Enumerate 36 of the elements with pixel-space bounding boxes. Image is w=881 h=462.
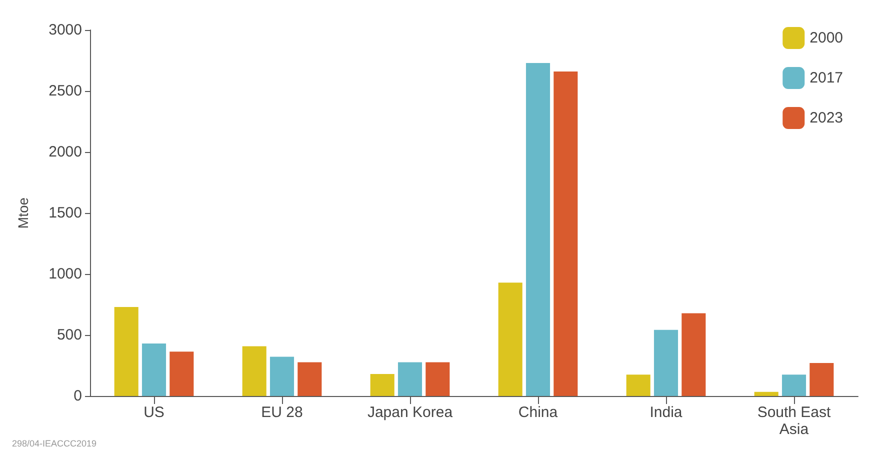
bar xyxy=(498,282,522,396)
bar xyxy=(754,392,778,396)
x-tick-label: US xyxy=(144,404,164,421)
bar xyxy=(114,306,138,396)
x-tick-label: South East Asia xyxy=(757,404,832,438)
y-tick-label: 1500 xyxy=(48,204,82,222)
y-tick-label: 2500 xyxy=(48,82,82,100)
bar xyxy=(242,346,266,396)
bar xyxy=(810,363,834,396)
bar xyxy=(142,344,166,396)
x-tick-label: India xyxy=(650,404,683,421)
y-tick-label: 1000 xyxy=(48,266,82,282)
y-tick-label: 2000 xyxy=(48,144,82,160)
x-tick-label: China xyxy=(518,404,558,421)
legend-label: 2017 xyxy=(810,70,844,86)
x-tick-label: EU 28 xyxy=(261,404,303,421)
y-axis-title: Mtoe xyxy=(15,197,31,229)
legend-label: 2000 xyxy=(810,30,844,46)
bar xyxy=(654,330,678,396)
legend-label: 2023 xyxy=(810,110,844,126)
bar xyxy=(526,62,550,396)
bar xyxy=(626,374,650,396)
y-tick-label: 3000 xyxy=(48,22,82,38)
y-tick-label: 500 xyxy=(56,326,82,344)
text: 298/04-IEACCC2019 xyxy=(12,438,97,448)
bar xyxy=(298,362,322,396)
y-tick-label: 0 xyxy=(74,388,82,404)
bar xyxy=(782,374,806,396)
x-tick-label: Japan Korea xyxy=(367,404,454,421)
bar xyxy=(270,356,294,396)
bar xyxy=(554,71,578,396)
bar xyxy=(682,313,706,396)
bar xyxy=(370,374,394,396)
bar xyxy=(170,352,194,396)
bar xyxy=(426,362,450,396)
bar xyxy=(398,362,422,396)
